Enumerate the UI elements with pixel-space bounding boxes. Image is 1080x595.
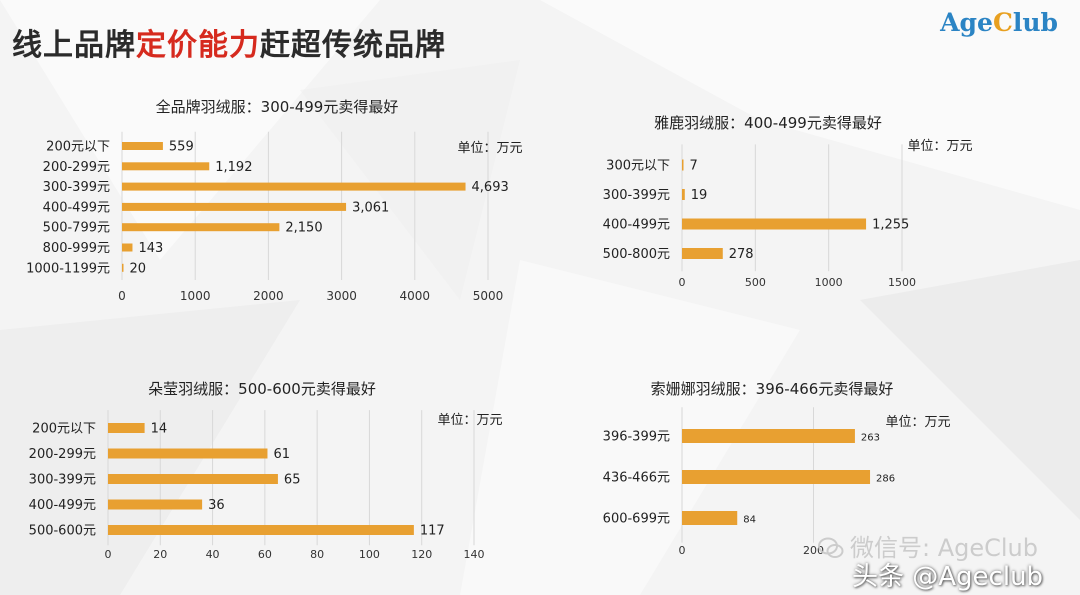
bar (682, 218, 867, 230)
page-title: 线上品牌定价能力赶超传统品牌 (12, 20, 446, 64)
value-label: 84 (743, 515, 756, 526)
tick-label: 0 (679, 544, 686, 557)
value-label: 61 (273, 447, 290, 462)
value-label: 65 (284, 473, 301, 488)
category-label: 200元以下 (32, 422, 96, 437)
bar (108, 474, 278, 484)
unit-label: 单位：万元 (437, 413, 502, 428)
bar (122, 182, 466, 191)
bar (122, 243, 133, 252)
category-label: 200-299元 (43, 160, 110, 175)
value-label: 14 (151, 422, 168, 437)
value-label: 1,255 (872, 218, 909, 233)
tick-label: 5000 (473, 289, 504, 303)
category-label: 300-399元 (43, 180, 110, 195)
tick-label: 60 (258, 548, 272, 561)
chart-title: 全品牌羽绒服：300-499元卖得最好 (156, 98, 399, 116)
value-label: 286 (876, 474, 895, 485)
bar (108, 499, 203, 510)
category-label: 300-399元 (603, 188, 670, 203)
toutiao-watermark: 头条 @Ageclub (852, 562, 1044, 592)
chart-title: 朵莹羽绒服：500-600元卖得最好 (148, 380, 376, 398)
value-label: 1,192 (215, 160, 252, 175)
bar (122, 142, 163, 150)
tick-label: 1500 (888, 276, 916, 289)
tick-label: 4000 (400, 289, 431, 303)
category-label: 436-466元 (603, 471, 670, 486)
category-label: 400-499元 (43, 200, 110, 215)
page-title-part1: 线上品牌 (12, 28, 136, 63)
unit-label: 单位：万元 (907, 139, 972, 154)
bar (122, 202, 347, 211)
bar (682, 248, 723, 259)
category-label: 600-699元 (603, 512, 670, 527)
bar (122, 223, 280, 232)
value-label: 2,150 (285, 221, 322, 236)
bar (108, 448, 268, 459)
tick-label: 3000 (326, 289, 357, 303)
tick-label: 500 (745, 276, 766, 289)
tick-label: 0 (105, 548, 112, 561)
value-label: 7 (690, 159, 698, 174)
bar (122, 263, 124, 272)
value-label: 278 (729, 247, 754, 262)
value-label: 143 (138, 241, 163, 256)
category-label: 1000-1199元 (26, 261, 110, 276)
category-label: 800-999元 (43, 241, 110, 256)
category-label: 500-800元 (603, 247, 670, 262)
value-label: 117 (420, 524, 445, 539)
tick-label: 140 (464, 548, 485, 561)
bar (108, 525, 414, 535)
ageclub-logo: AgeClub (940, 8, 1058, 37)
value-label: 559 (169, 140, 194, 155)
chart-title: 雅鹿羽绒服：400-499元卖得最好 (654, 114, 882, 132)
category-label: 400-499元 (603, 218, 670, 233)
wechat-icon (818, 537, 844, 558)
tick-label: 1000 (180, 289, 211, 303)
tick-label: 20 (153, 548, 167, 561)
chart-title: 索姗娜羽绒服：396-466元卖得最好 (651, 380, 894, 398)
tick-label: 1000 (815, 276, 843, 289)
bar (122, 162, 210, 171)
category-label: 500-600元 (29, 524, 96, 539)
value-label: 4,693 (472, 180, 509, 195)
wechat-watermark: 微信号: AgeClub (818, 528, 1038, 563)
tick-label: 2000 (253, 289, 284, 303)
unit-label: 单位：万元 (885, 415, 950, 430)
value-label: 263 (861, 433, 880, 444)
category-label: 400-499元 (29, 498, 96, 513)
bar (682, 159, 684, 171)
value-label: 20 (130, 261, 147, 276)
tick-label: 100 (359, 548, 380, 561)
category-label: 300元以下 (606, 159, 670, 174)
category-label: 200-299元 (29, 447, 96, 462)
category-label: 300-399元 (29, 473, 96, 488)
tick-label: 0 (679, 276, 686, 289)
wechat-watermark-text: 微信号: AgeClub (850, 534, 1039, 562)
category-label: 500-799元 (43, 221, 110, 236)
tick-label: 40 (206, 548, 220, 561)
bar (682, 189, 685, 200)
value-label: 36 (208, 498, 225, 513)
category-label: 200元以下 (46, 140, 110, 155)
bar (682, 429, 855, 443)
bar (682, 511, 738, 525)
tick-label: 120 (411, 548, 432, 561)
page-title-part2: 赶超传统品牌 (260, 28, 446, 63)
value-label: 3,061 (352, 200, 389, 215)
category-label: 396-399元 (603, 430, 670, 445)
tick-label: 0 (118, 289, 126, 303)
bar (108, 423, 145, 433)
unit-label: 单位：万元 (457, 141, 522, 156)
value-label: 19 (691, 188, 708, 203)
page-title-highlight: 定价能力 (136, 28, 260, 63)
tick-label: 80 (310, 548, 324, 561)
bar (682, 470, 871, 484)
